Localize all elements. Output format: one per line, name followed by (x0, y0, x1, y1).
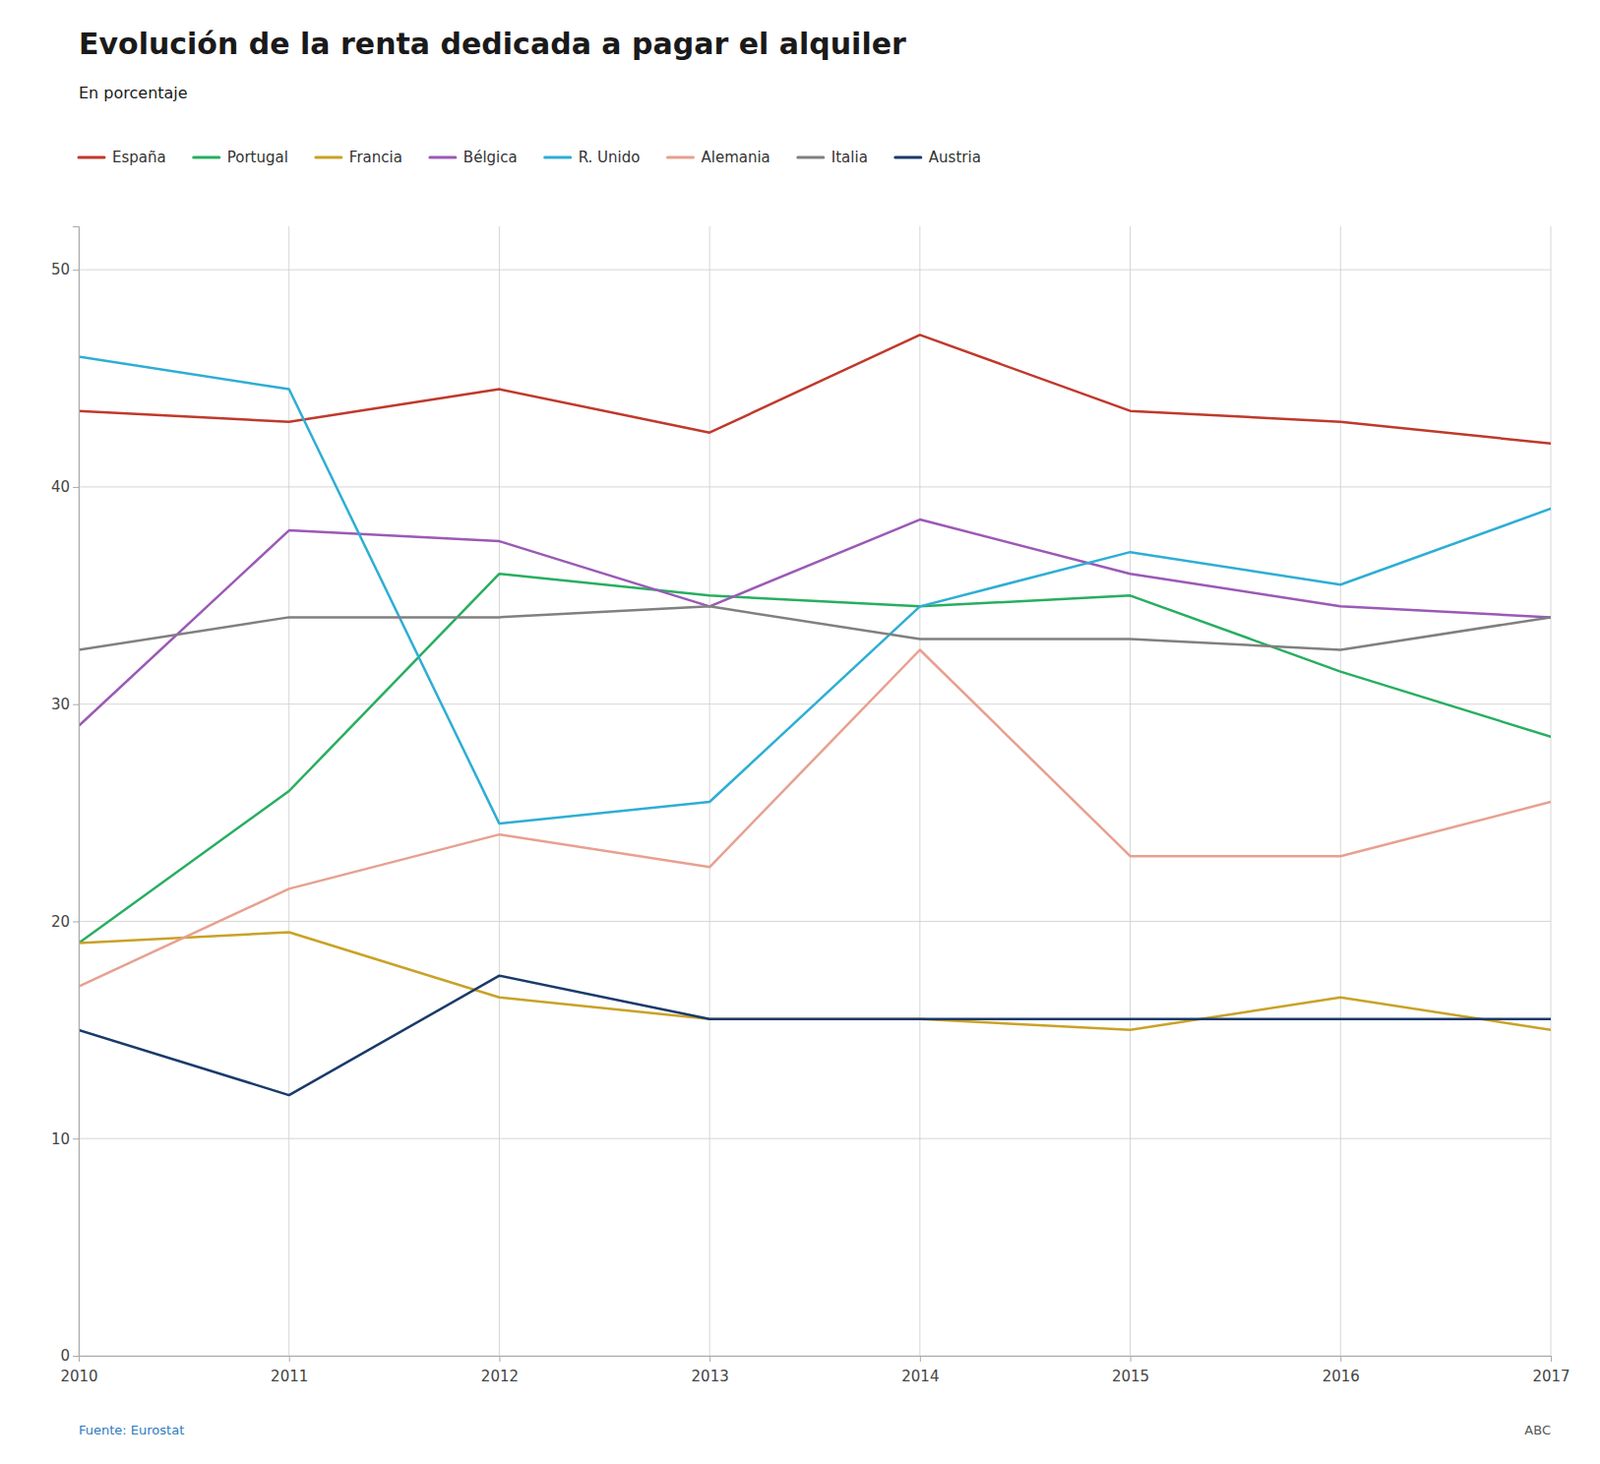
lines (78, 334, 1551, 1096)
x-grid-line (709, 226, 711, 1356)
y-tick: 10 (51, 1130, 79, 1149)
legend-item: Francia (315, 148, 403, 167)
legend-item: R. Unido (545, 148, 641, 167)
title: Evolución de la renta dedicada a pagar e… (78, 26, 907, 62)
x-axis: 2010 2011 2012 2013 2014 2015 2016 2017 (60, 1355, 1570, 1386)
legend-swatch (315, 156, 342, 160)
x-tick-mark (709, 1355, 711, 1362)
subtitle: En porcentaje (78, 83, 188, 103)
y-axis: 0 10 20 30 40 50 (51, 227, 80, 1366)
x-tick-mark (498, 1355, 500, 1362)
y-tick: 40 (51, 478, 79, 496)
series-line (78, 606, 1551, 650)
y-grid-line (78, 486, 1551, 488)
x-tick-mark (1130, 1355, 1132, 1362)
y-tick-label: 0 (60, 1347, 70, 1365)
legend-swatch (667, 156, 693, 160)
series-line (78, 976, 1551, 1096)
legend-swatch (430, 156, 456, 160)
series-line (78, 334, 1551, 443)
x-tick-label: 2013 (691, 1367, 730, 1386)
y-grid-line (78, 921, 1551, 923)
y-tick-mark (72, 704, 79, 706)
y-tick-label: 10 (51, 1130, 70, 1149)
grid (78, 226, 1551, 1356)
legend-item: Alemania (667, 148, 770, 167)
legend-label: Alemania (700, 148, 770, 167)
series-line (78, 519, 1551, 727)
y-tick-mark (72, 1355, 79, 1357)
y-axis-line (72, 227, 80, 1357)
legend-swatch (895, 156, 922, 160)
x-tick: 2016 (1322, 1355, 1360, 1386)
y-tick-label: 30 (51, 695, 70, 714)
y-tick-label: 40 (51, 478, 70, 496)
y-tick: 20 (51, 913, 79, 931)
x-tick-mark (1550, 1355, 1552, 1362)
legend-swatch (193, 156, 220, 160)
x-tick: 2012 (481, 1355, 519, 1386)
y-tick-label: 50 (51, 260, 70, 279)
x-grid-line (919, 226, 921, 1356)
y-tick: 30 (51, 695, 79, 714)
x-tick: 2013 (691, 1355, 730, 1386)
x-grid-line (1129, 226, 1131, 1356)
annotation: ABC (1524, 1422, 1551, 1438)
chart: Evolución de la renta dedicada a pagar e… (0, 0, 1600, 1464)
x-tick-label: 2010 (60, 1367, 98, 1386)
x-tick-mark (1340, 1355, 1342, 1362)
x-tick-label: 2015 (1111, 1367, 1150, 1386)
legend-label: Bélgica (463, 148, 518, 167)
series-line (78, 356, 1551, 824)
legend-item: Portugal (193, 148, 289, 167)
x-tick-label: 2014 (901, 1367, 939, 1386)
legend-label: Francia (349, 148, 403, 167)
x-tick: 2014 (901, 1355, 939, 1386)
y-tick: 50 (51, 260, 79, 279)
legend-label: R. Unido (578, 148, 641, 167)
x-tick: 2015 (1111, 1355, 1150, 1386)
x-tick-label: 2012 (481, 1367, 519, 1386)
plot: 2010 2011 2012 2013 2014 2015 2016 2017 0 10 20 30 4… (51, 226, 1571, 1386)
x-grid-line (1340, 226, 1342, 1356)
series-line (78, 650, 1551, 987)
y-tick-mark (72, 269, 79, 271)
legend-item: España (78, 148, 167, 167)
x-tick-mark (920, 1355, 922, 1362)
x-tick-label: 2011 (270, 1367, 308, 1386)
series-line (78, 932, 1551, 1031)
legend-label: Portugal (227, 148, 289, 167)
y-tick-label: 20 (51, 913, 70, 931)
x-grid-line (498, 226, 500, 1356)
y-tick-mark (72, 921, 79, 923)
legend-swatch (798, 156, 824, 160)
x-grid-line (1550, 226, 1552, 1356)
legend-swatch (545, 156, 571, 160)
legend-item: Italia (798, 148, 868, 167)
legend-item: Austria (895, 148, 982, 167)
x-tick: 2011 (270, 1355, 308, 1386)
legend-label: Italia (831, 148, 868, 167)
y-tick-mark (72, 1138, 79, 1140)
legend: España Portugal Francia Bélgica R. Unido Alem… (78, 148, 982, 167)
y-tick-mark (72, 487, 79, 489)
x-axis-line (79, 1356, 1552, 1363)
x-tick-label: 2016 (1322, 1367, 1360, 1386)
legend-swatch (78, 156, 105, 160)
legend-label: Austria (928, 148, 982, 167)
y-grid-line (78, 1138, 1551, 1140)
x-tick: 2017 (1532, 1355, 1570, 1386)
x-tick-mark (289, 1355, 291, 1362)
x-tick-label: 2017 (1532, 1367, 1570, 1386)
y-tick: 0 (60, 1347, 79, 1365)
legend-label: España (112, 148, 167, 167)
legend-item: Bélgica (430, 148, 518, 167)
y-grid-line (78, 269, 1551, 271)
annotation: Fuente: Eurostat (78, 1422, 185, 1438)
